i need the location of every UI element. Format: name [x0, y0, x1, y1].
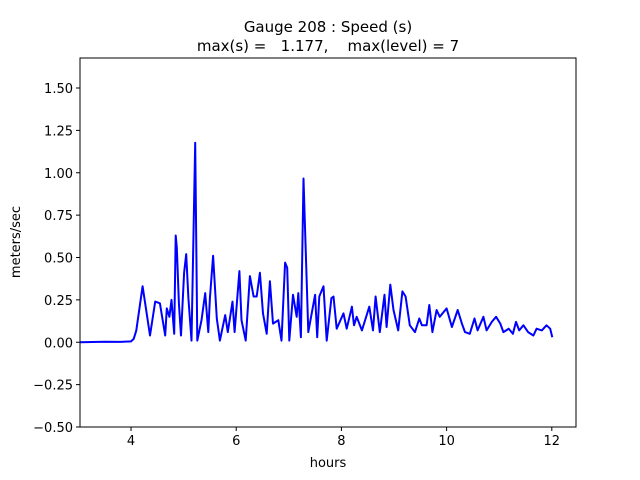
x-tick-label: 4	[127, 434, 135, 449]
x-axis-label: hours	[310, 456, 347, 471]
plot-area	[79, 141, 554, 344]
y-tick-label: 0.25	[44, 294, 73, 309]
x-tick-label: 6	[232, 434, 240, 449]
y-tick-label: 0.00	[44, 336, 73, 351]
series-line-speed	[79, 141, 554, 344]
y-tick-label: −0.50	[33, 421, 73, 436]
y-axis: −0.50 −0.25 0.00 0.25 0.50 0.75 1.00 1.25 1.50	[33, 82, 80, 436]
y-tick-label: 1.50	[44, 82, 73, 97]
y-tick-label: −0.25	[33, 379, 73, 394]
axes-frame	[79, 57, 577, 428]
x-tick-label: 12	[544, 434, 561, 449]
y-axis-label: meters/sec	[9, 206, 24, 278]
chart-title-line2: max(s) = 1.177, max(level) = 7	[197, 37, 459, 55]
y-tick-label: 0.50	[44, 252, 73, 267]
y-tick-label: 0.75	[44, 209, 73, 224]
x-tick-label: 10	[438, 434, 455, 449]
x-tick-label: 8	[337, 434, 345, 449]
x-axis: 4 6 8 10 12	[127, 427, 560, 449]
y-tick-label: 1.00	[44, 167, 73, 182]
chart-title-line1: Gauge 208 : Speed (s)	[244, 18, 412, 36]
y-tick-label: 1.25	[44, 124, 73, 139]
